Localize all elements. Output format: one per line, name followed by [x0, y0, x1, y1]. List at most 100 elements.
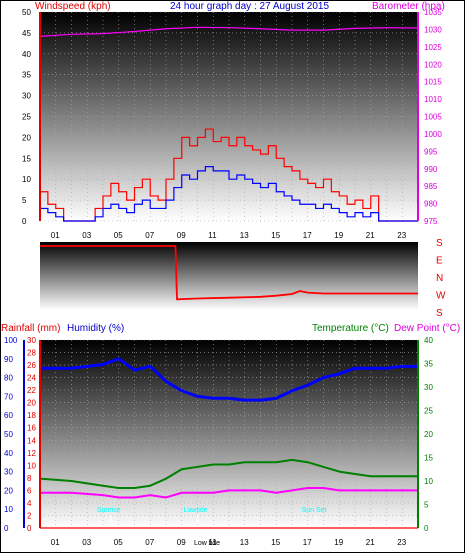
direction-label: W	[436, 291, 446, 302]
humidity-tick-label: 90	[4, 355, 13, 364]
rainfall-tick-label: 2	[27, 511, 32, 520]
series-gust	[40, 128, 418, 222]
x-tick-label: 21	[366, 231, 375, 240]
x-tick-label: 17	[303, 231, 312, 240]
temp-panel: 0246810121416182022242628300102030405060…	[4, 336, 433, 547]
windspeed-tick-label: 25	[22, 113, 31, 122]
humidity-tick-label: 60	[4, 411, 13, 420]
rainfall-tick-label: 12	[27, 449, 36, 458]
barometer-tick-label: 1005	[424, 113, 442, 122]
windspeed-tick-label: 30	[22, 92, 31, 101]
x-tick-label: 05	[114, 231, 123, 240]
humidity-tick-label: 30	[4, 468, 13, 477]
humidity-tick-label: 20	[4, 486, 13, 495]
humidity-tick-label: 50	[4, 430, 13, 439]
barometer-tick-label: 995	[424, 147, 438, 156]
rainfall-tick-label: 18	[27, 411, 36, 420]
humidity-tick-label: 70	[4, 392, 13, 401]
temperature-tick-label: 30	[424, 383, 433, 392]
series-humidity	[40, 357, 418, 402]
dewpoint-axis-label: Dew Point (°C)	[394, 323, 460, 334]
x-tick-label: 01	[51, 231, 60, 240]
windspeed-tick-label: 20	[22, 133, 31, 142]
barometer-tick-label: 1030	[424, 25, 442, 34]
windspeed-tick-label: 50	[22, 8, 31, 17]
chart-title: 24 hour graph day : 27 August 2015	[170, 1, 329, 12]
barometer-tick-label: 1010	[424, 95, 442, 104]
humidity-tick-label: 100	[4, 336, 18, 345]
humidity-tick-label: 10	[4, 505, 13, 514]
rainfall-tick-label: 28	[27, 349, 36, 358]
windspeed-tick-label: 35	[22, 71, 31, 80]
temperature-axis-label: Temperature (°C)	[312, 323, 389, 334]
rainfall-tick-label: 30	[27, 336, 36, 345]
series-temperature-c	[39, 458, 418, 490]
rainfall-tick-label: 10	[27, 461, 36, 470]
rainfall-tick-label: 16	[27, 424, 36, 433]
rainfall-tick-label: 4	[27, 499, 32, 508]
x-tick-label: 21	[366, 538, 375, 547]
x-tick-label: 07	[145, 538, 154, 547]
rainfall-tick-label: 8	[27, 474, 32, 483]
x-tick-label: 17	[303, 538, 312, 547]
barometer-tick-label: 1025	[424, 43, 442, 52]
barometer-tick-label: 1000	[424, 130, 442, 139]
x-tick-label: 23	[397, 538, 406, 547]
temperature-tick-label: 20	[424, 430, 433, 439]
windspeed-tick-label: 0	[22, 217, 27, 226]
rainfall-axis-label: Rainfall (mm)	[1, 323, 60, 334]
direction-label: E	[436, 256, 443, 267]
x-tick-label: 03	[82, 231, 91, 240]
rainfall-tick-label: 24	[27, 374, 36, 383]
rainfall-tick-label: 6	[27, 486, 32, 495]
humidity-tick-label: 0	[4, 524, 9, 533]
x-tick-label: 01	[51, 538, 60, 547]
windspeed-tick-label: 15	[22, 154, 31, 163]
windspeed-tick-label: 10	[22, 175, 31, 184]
temperature-tick-label: 5	[424, 501, 429, 510]
wind-panel: 0510152025303540455097598098599099510001…	[22, 8, 442, 240]
humidity-axis-label: Humidity (%)	[67, 323, 124, 334]
rainfall-tick-label: 26	[27, 361, 36, 370]
barometer-tick-label: 1020	[424, 60, 442, 69]
windspeed-axis-label: Windspeed (kph)	[35, 1, 111, 12]
temperature-tick-label: 10	[424, 477, 433, 486]
series-dew-point-c	[40, 487, 418, 499]
rainfall-tick-label: 20	[27, 399, 36, 408]
barometer-tick-label: 990	[424, 165, 438, 174]
direction-label: S	[436, 238, 443, 249]
windspeed-tick-label: 40	[22, 50, 31, 59]
windspeed-tick-label: 5	[22, 196, 27, 205]
barometer-tick-label: 975	[424, 217, 438, 226]
series-average	[40, 166, 418, 222]
event-label: Sunrise	[97, 507, 121, 514]
x-tick-label: 13	[240, 231, 249, 240]
x-tick-label: 19	[334, 231, 343, 240]
rainfall-tick-label: 14	[27, 436, 36, 445]
event-label: Lowtide	[184, 507, 208, 514]
humidity-tick-label: 80	[4, 374, 13, 383]
x-tick-label: 15	[271, 231, 280, 240]
direction-label: N	[436, 273, 443, 284]
temperature-tick-label: 40	[424, 336, 433, 345]
x-tick-label: 23	[397, 231, 406, 240]
temperature-tick-label: 15	[424, 454, 433, 463]
barometer-tick-label: 980	[424, 200, 438, 209]
barometer-tick-label: 1035	[424, 8, 442, 17]
x-tick-label: 15	[271, 538, 280, 547]
temperature-tick-label: 25	[424, 407, 433, 416]
temperature-tick-label: 0	[424, 524, 429, 533]
event-label: Sun Set	[302, 507, 327, 514]
rainfall-tick-label: 0	[27, 524, 32, 533]
barometer-tick-label: 1015	[424, 78, 442, 87]
direction-label: S	[436, 308, 443, 319]
rainfall-tick-label: 22	[27, 386, 36, 395]
windspeed-tick-label: 45	[22, 29, 31, 38]
barometer-axis-label: Barometer (hpa)	[372, 1, 445, 12]
x-tick-label: 07	[145, 231, 154, 240]
x-tick-label: 05	[114, 538, 123, 547]
temperature-tick-label: 35	[424, 360, 433, 369]
